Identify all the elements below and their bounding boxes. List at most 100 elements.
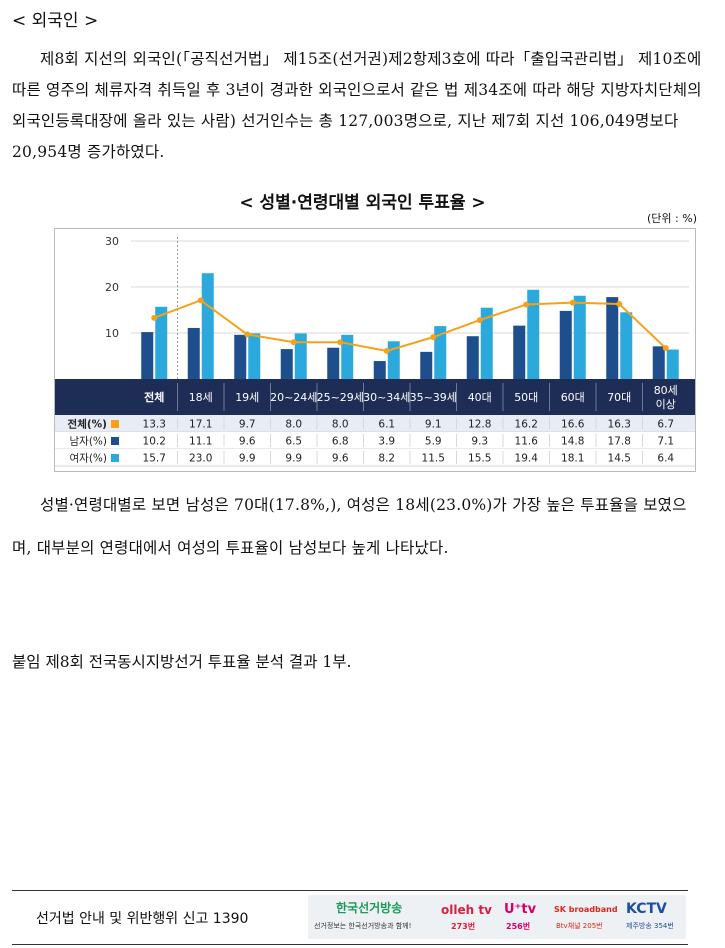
x-tick-label-2: 19세 — [235, 391, 259, 404]
bar-men-7 — [466, 336, 479, 379]
table-row-bg-1 — [55, 432, 695, 449]
data-label-1-3: 6.5 — [285, 436, 302, 448]
point-total-2 — [244, 331, 251, 338]
data-label-2-6: 11.5 — [422, 453, 445, 465]
bar-men-2 — [234, 334, 247, 379]
data-label-2-1: 23.0 — [189, 453, 212, 465]
logo-olleh-channel: 273번 — [451, 922, 476, 931]
logo-olleh: olleh tv — [441, 903, 492, 917]
data-label-1-8: 11.6 — [515, 436, 539, 448]
bar-men-5 — [373, 361, 386, 379]
footer-divider-top — [12, 890, 688, 891]
paragraph-analysis: 성별·연령대별로 보면 남성은 70대(17.8%,), 여성은 18세(23.… — [12, 496, 687, 557]
data-label-2-7: 15.5 — [468, 453, 491, 465]
data-label-2-10: 14.5 — [608, 453, 631, 465]
logo-sk: SK broadband — [554, 905, 618, 914]
footer-divider-bottom — [12, 944, 688, 945]
bar-women-8 — [527, 289, 540, 379]
y-tick-label-10: 10 — [105, 327, 119, 340]
y-tick-label-30: 30 — [105, 235, 119, 248]
data-label-0-6: 9.1 — [425, 419, 442, 431]
bar-men-4 — [327, 347, 340, 379]
point-total-11 — [662, 345, 669, 352]
point-total-4 — [337, 339, 344, 346]
data-label-0-11: 6.7 — [657, 419, 674, 431]
point-total-8 — [523, 301, 530, 308]
line-total — [153, 299, 667, 352]
bar-men-3 — [280, 349, 293, 379]
point-total-7 — [476, 317, 483, 324]
x-tick-label-5: 30~34세 — [363, 391, 410, 404]
table-header-bg — [55, 379, 695, 415]
turnout-chart: 10 20 30 전체 18세 19세 20~24세 25~29세 30~34세 35~39세 40… — [55, 229, 695, 467]
bar-women-4 — [341, 334, 354, 379]
unit-label: (단위 : %) — [647, 212, 697, 225]
point-total-10 — [616, 301, 623, 308]
point-total-6 — [430, 334, 437, 341]
logo-sk-channel: Btv채널 205번 — [556, 922, 603, 930]
x-tick-label-6: 35~39세 — [410, 391, 457, 404]
legend-label-1: 남자(%) — [70, 436, 108, 448]
data-label-1-11: 7.1 — [657, 436, 674, 448]
bar-men-6 — [420, 351, 433, 379]
data-label-2-11: 6.4 — [657, 453, 674, 465]
logo-nec-tv: 한국선거방송 — [336, 901, 403, 915]
data-label-1-9: 14.8 — [561, 436, 584, 448]
legend-swatch-1 — [111, 437, 119, 445]
data-label-1-10: 17.8 — [608, 436, 631, 448]
x-tick-label-1: 18세 — [189, 391, 213, 404]
bar-men-0 — [141, 332, 154, 379]
data-label-0-0: 13.3 — [143, 419, 166, 431]
bar-women-6 — [434, 326, 447, 379]
bar-men-11 — [652, 346, 665, 379]
legend-label-0: 전체(%) — [68, 418, 107, 431]
x-tick-label-8: 50대 — [514, 391, 538, 404]
bar-women-2 — [248, 333, 261, 379]
x-tick-label-11-b: 이상 — [656, 398, 676, 411]
point-total-5 — [383, 347, 390, 354]
point-total-3 — [290, 339, 297, 346]
data-label-2-2: 9.9 — [239, 453, 256, 465]
data-label-0-9: 16.6 — [561, 419, 585, 431]
bar-men-9 — [559, 310, 572, 379]
data-label-1-2: 9.6 — [239, 436, 256, 448]
legend-label-2: 여자(%) — [70, 453, 108, 465]
legend-swatch-2 — [111, 454, 119, 462]
chart-title: < 성별·연령대별 외국인 투표율 > — [239, 193, 486, 213]
logo-kctv-channel: 제주방송 354번 — [626, 922, 674, 930]
data-label-2-0: 15.7 — [143, 453, 166, 465]
point-total-1 — [197, 297, 204, 304]
x-tick-label-4: 25~29세 — [317, 391, 364, 404]
data-label-0-7: 12.8 — [468, 419, 491, 431]
bar-men-1 — [187, 327, 200, 379]
data-label-0-8: 16.2 — [515, 419, 538, 431]
data-label-1-5: 3.9 — [378, 436, 395, 448]
table-row-bg-2 — [55, 449, 695, 466]
x-tick-label-11-a: 80세 — [654, 384, 678, 397]
point-total-0 — [151, 314, 158, 321]
logo-nec-tv-sub: 선거정보는 한국선거방송과 함께! — [314, 922, 412, 930]
data-label-0-1: 17.1 — [189, 419, 212, 431]
paragraph-voters: 제8회 지선의 외국인(「공직선거법」 제15조(선거권)제2항제3호에 따라「… — [12, 50, 702, 161]
data-label-0-5: 6.1 — [378, 419, 395, 431]
x-tick-label-3: 20~24세 — [270, 391, 317, 404]
data-label-0-3: 8.0 — [285, 419, 302, 431]
bar-women-11 — [666, 349, 679, 379]
footer-report-text: 선거법 안내 및 위반행위 신고 1390 — [36, 911, 249, 927]
attachment-note: 붙임 제8회 전국동시지방선거 투표율 분석 결과 1부. — [12, 653, 352, 671]
data-label-2-4: 9.6 — [332, 453, 349, 465]
data-label-2-8: 19.4 — [515, 453, 539, 465]
section-heading: < 외국인 > — [12, 11, 99, 31]
bar-women-1 — [201, 273, 214, 379]
data-label-2-9: 18.1 — [561, 453, 584, 465]
bar-women-3 — [294, 333, 307, 379]
bar-women-9 — [573, 295, 586, 379]
bar-women-10 — [620, 312, 633, 379]
bar-women-7 — [480, 307, 493, 379]
data-label-1-7: 9.3 — [471, 436, 488, 448]
point-total-9 — [569, 299, 576, 306]
data-label-0-10: 16.3 — [608, 419, 631, 431]
data-label-1-6: 5.9 — [425, 436, 442, 448]
x-tick-label-10: 70대 — [607, 391, 631, 404]
table-row-bg-0 — [55, 415, 695, 432]
